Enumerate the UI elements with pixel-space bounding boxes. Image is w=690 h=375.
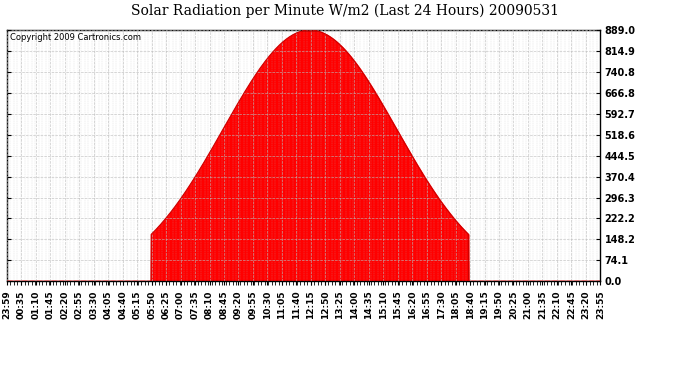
- Text: Copyright 2009 Cartronics.com: Copyright 2009 Cartronics.com: [10, 33, 141, 42]
- Text: Solar Radiation per Minute W/m2 (Last 24 Hours) 20090531: Solar Radiation per Minute W/m2 (Last 24…: [131, 4, 559, 18]
